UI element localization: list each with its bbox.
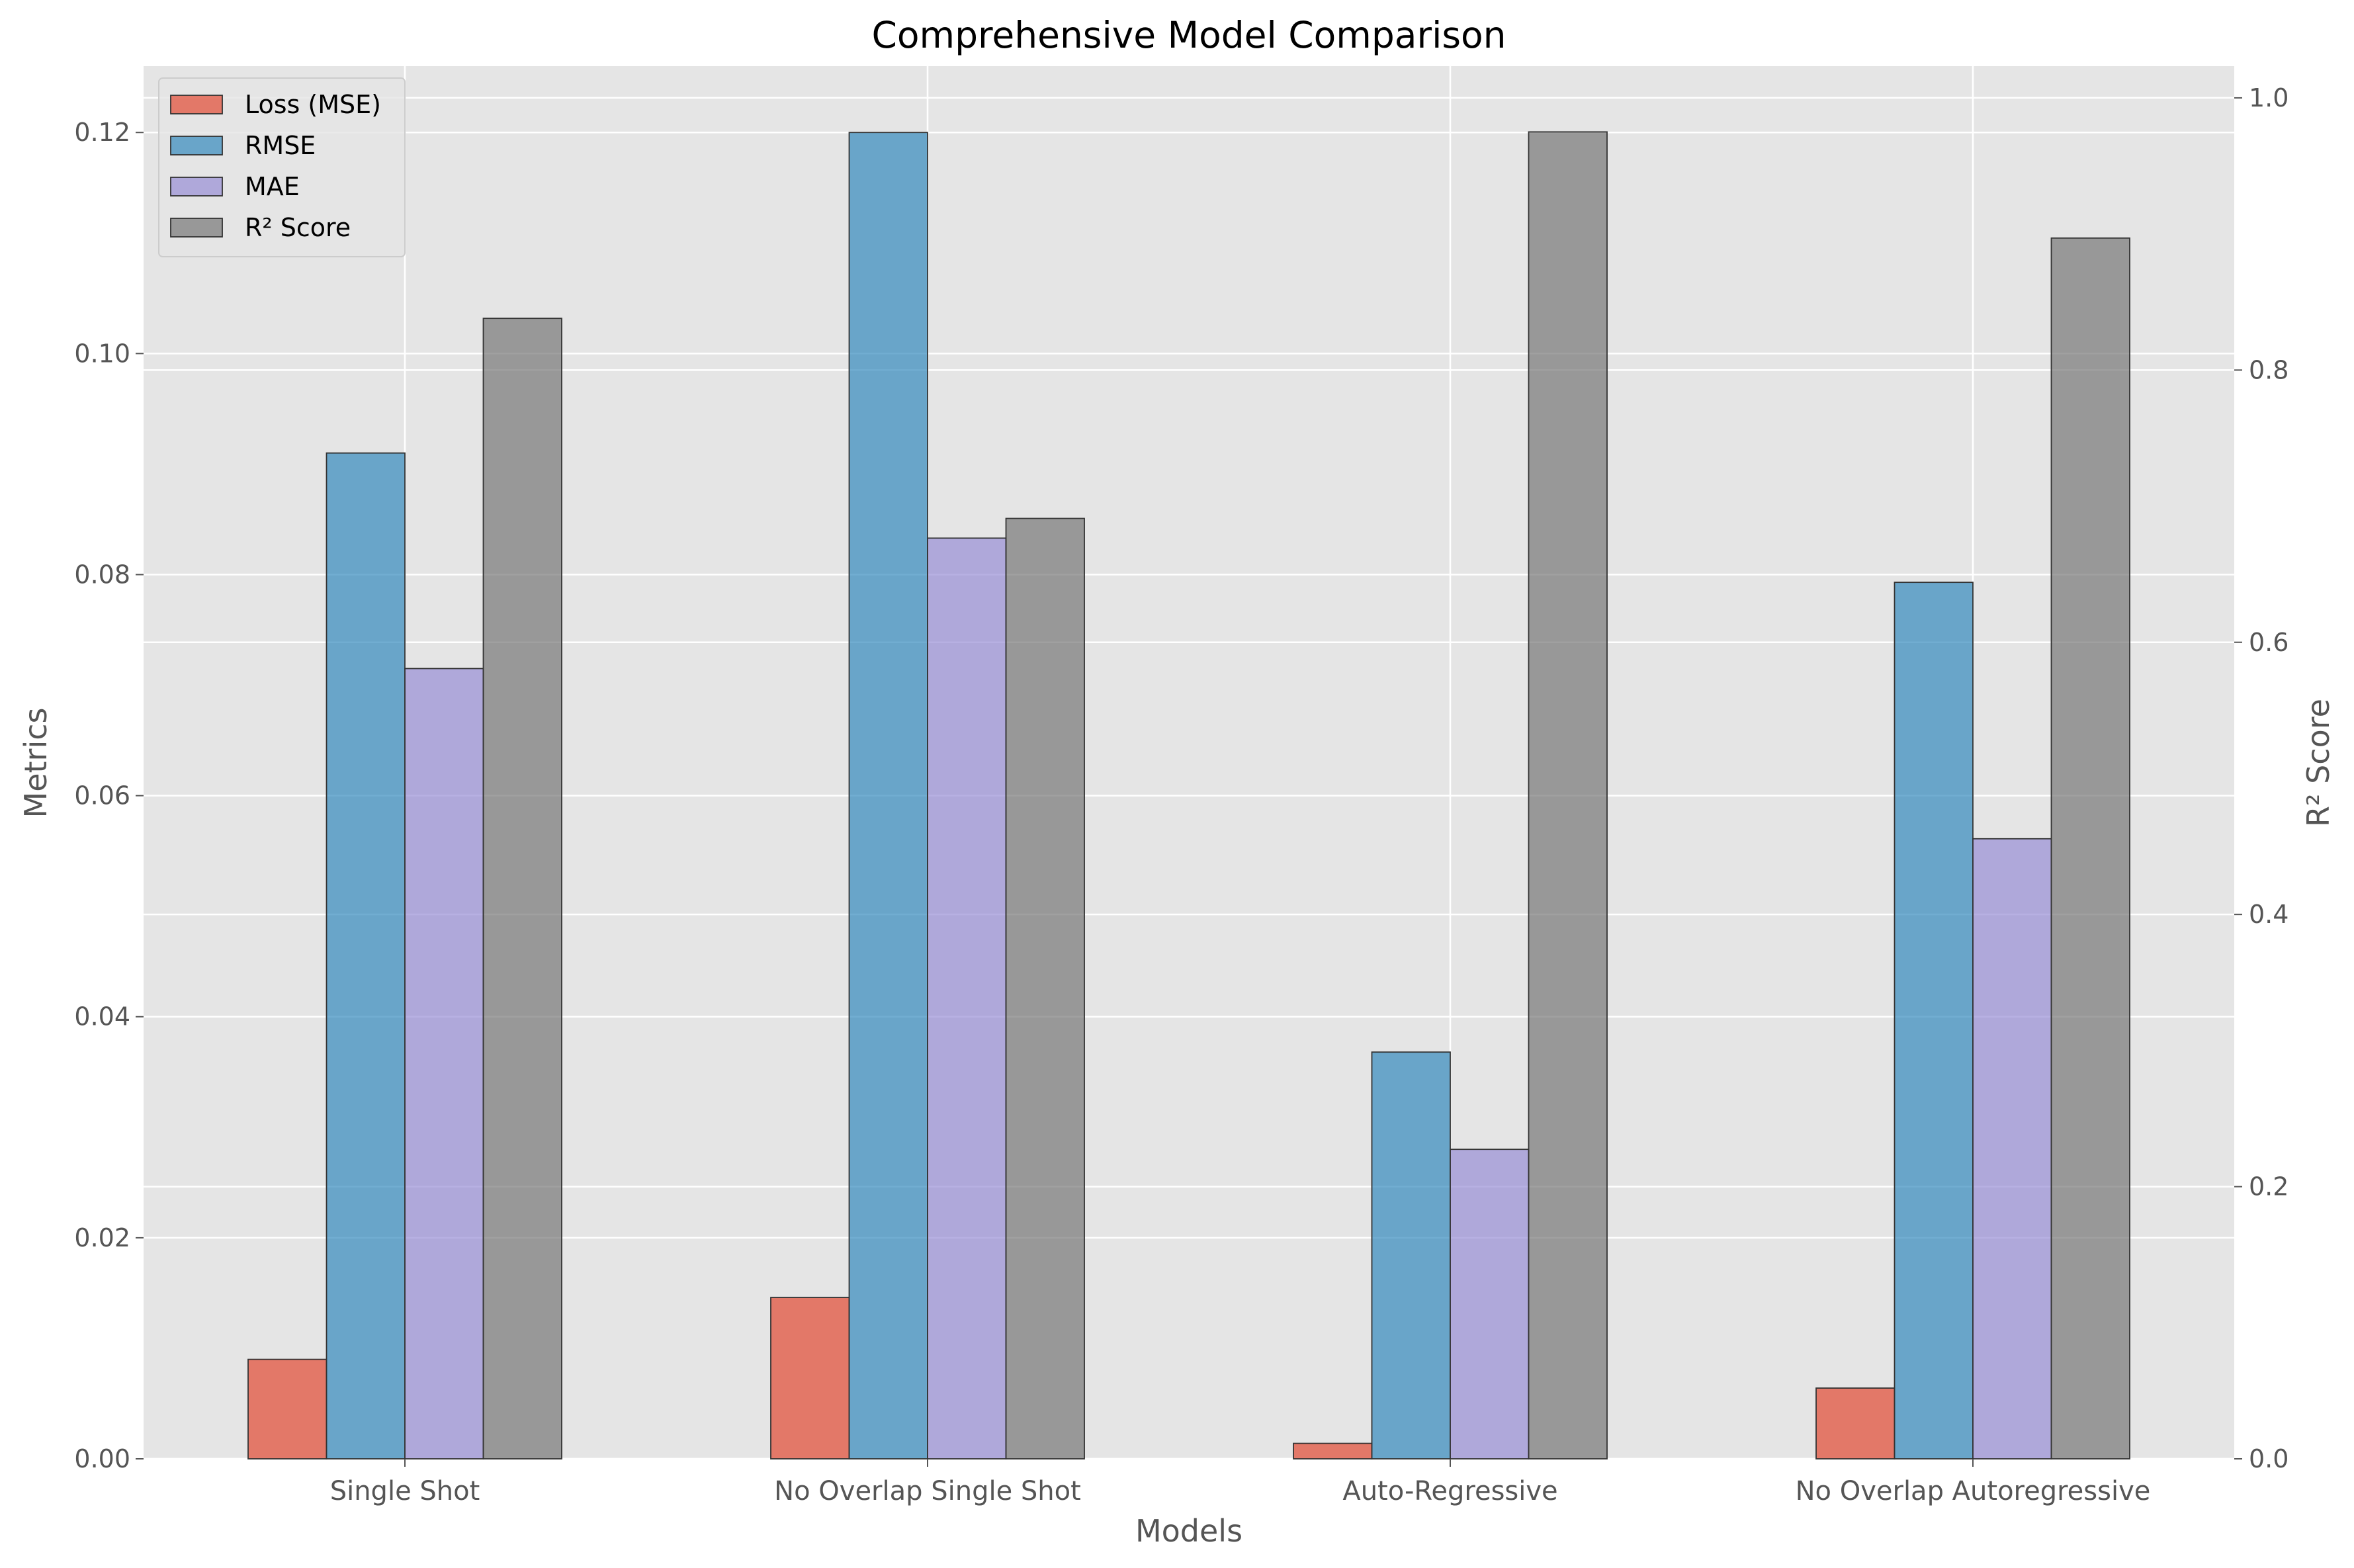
y2-tick-label: 0.4 (2249, 900, 2289, 929)
y-tick-label: 0.02 (74, 1223, 130, 1252)
bar (1371, 1051, 1451, 1459)
bar (1293, 1442, 1373, 1459)
bar (1972, 838, 2052, 1459)
bar (2050, 237, 2130, 1459)
legend: Loss (MSE) RMSE MAE R² Score (158, 77, 406, 257)
legend-label: Loss (MSE) (245, 90, 381, 119)
y2-axis-label: R² Score (2300, 699, 2336, 827)
y-tick-label: 0.04 (74, 1002, 130, 1031)
bar (848, 132, 928, 1459)
bar (1815, 1387, 1896, 1459)
legend-label: R² Score (245, 213, 351, 242)
y-tick-label: 0.00 (74, 1444, 130, 1473)
bar (404, 668, 484, 1459)
y2-tick-label: 0.2 (2249, 1172, 2289, 1201)
x-axis-label: Models (1135, 1513, 1242, 1549)
legend-swatch (170, 95, 223, 114)
legend-label: RMSE (245, 131, 316, 160)
y-tick-label: 0.06 (74, 781, 130, 810)
bar (770, 1297, 850, 1459)
bar (1005, 517, 1085, 1459)
y2-tick-label: 1.0 (2249, 83, 2289, 112)
x-tick-label: Single Shot (330, 1476, 480, 1506)
bar (1894, 582, 1974, 1459)
x-tick-label: No Overlap Autoregressive (1796, 1476, 2151, 1506)
x-tick-label: Auto-Regressive (1342, 1476, 1557, 1506)
legend-frame (158, 77, 406, 257)
bar (1528, 131, 1608, 1459)
bar (326, 452, 406, 1459)
legend-swatch (170, 177, 223, 196)
x-tick-label: No Overlap Single Shot (774, 1476, 1081, 1506)
legend-label: MAE (245, 172, 300, 201)
axis-ticks: 0.00 0.02 0.04 0.06 0.08 0.10 0.12 0.0 0.2 0.4 0.6… (74, 83, 2289, 1506)
chart-title: Comprehensive Model Comparison (871, 14, 1506, 56)
legend-swatch (170, 218, 223, 238)
bar (927, 537, 1007, 1459)
bar (482, 318, 562, 1459)
y2-tick-label: 0.8 (2249, 355, 2289, 384)
y-tick-label: 0.12 (74, 118, 130, 147)
y-tick-label: 0.10 (74, 339, 130, 368)
y2-tick-label: 0.0 (2249, 1444, 2289, 1473)
bar (247, 1358, 327, 1459)
y-tick-label: 0.08 (74, 560, 130, 589)
y-axis-label: Metrics (18, 708, 54, 818)
legend-swatch (170, 136, 223, 155)
bars (247, 131, 2130, 1459)
bar (1450, 1149, 1530, 1459)
y2-tick-label: 0.6 (2249, 628, 2289, 657)
